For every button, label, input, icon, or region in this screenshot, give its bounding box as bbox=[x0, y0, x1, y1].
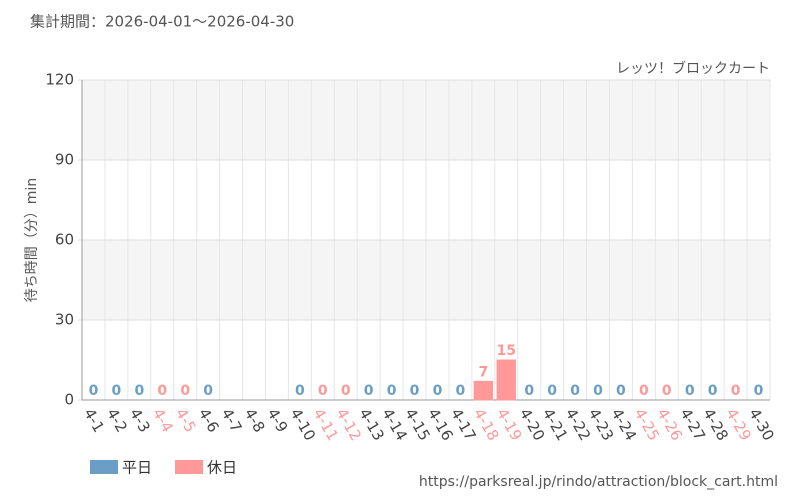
data-label: 0 bbox=[295, 383, 305, 399]
data-label: 0 bbox=[639, 383, 649, 399]
data-label: 0 bbox=[433, 383, 443, 399]
data-label: 0 bbox=[547, 383, 557, 399]
chart-subtitle: レッツ！ブロックカート bbox=[616, 60, 770, 77]
y-tick-label: 90 bbox=[55, 151, 74, 169]
y-tick-label: 60 bbox=[55, 231, 74, 249]
data-label: 0 bbox=[364, 383, 374, 399]
data-label: 0 bbox=[89, 383, 99, 399]
data-label: 0 bbox=[203, 383, 213, 399]
y-tick-label: 30 bbox=[55, 311, 74, 329]
x-tick-label: 4-5 bbox=[172, 405, 200, 435]
legend-swatch bbox=[175, 460, 203, 474]
legend-swatch bbox=[90, 460, 118, 474]
data-label: 0 bbox=[134, 383, 144, 399]
data-label: 0 bbox=[524, 383, 534, 399]
x-tick-label: 4-8 bbox=[241, 405, 269, 435]
chart-title: 集計期間：2026-04-01～2026-04-30 bbox=[30, 13, 294, 31]
y-tick-label: 120 bbox=[45, 71, 74, 89]
y-axis-label: 待ち時間（分）min bbox=[24, 178, 40, 302]
data-label: 0 bbox=[685, 383, 695, 399]
x-tick-label: 4-9 bbox=[264, 405, 292, 435]
data-label: 0 bbox=[180, 383, 190, 399]
x-tick-label: 4-2 bbox=[103, 405, 131, 435]
data-label: 15 bbox=[497, 343, 516, 359]
data-label: 0 bbox=[318, 383, 328, 399]
legend-label: 平日 bbox=[122, 459, 152, 477]
y-tick-label: 0 bbox=[64, 391, 74, 409]
data-label: 0 bbox=[410, 383, 420, 399]
x-tick-label: 4-3 bbox=[126, 405, 154, 435]
data-label: 0 bbox=[708, 383, 718, 399]
data-label: 0 bbox=[157, 383, 167, 399]
data-label: 0 bbox=[731, 383, 741, 399]
data-label: 0 bbox=[387, 383, 397, 399]
bar bbox=[496, 359, 516, 401]
x-tick-label: 4-6 bbox=[195, 405, 223, 435]
x-tick-label: 4-4 bbox=[149, 405, 177, 435]
data-label: 0 bbox=[341, 383, 351, 399]
data-label: 0 bbox=[754, 383, 764, 399]
data-label: 0 bbox=[456, 383, 466, 399]
x-tick-label: 4-7 bbox=[218, 405, 246, 435]
legend-label: 休日 bbox=[207, 459, 237, 477]
data-label: 7 bbox=[478, 364, 488, 380]
data-label: 0 bbox=[112, 383, 122, 399]
data-label: 0 bbox=[593, 383, 603, 399]
bar bbox=[473, 380, 494, 401]
x-tick-label: 4-1 bbox=[80, 405, 108, 435]
source-url: https://parksreal.jp/rindo/attraction/bl… bbox=[419, 474, 778, 490]
data-label: 0 bbox=[662, 383, 672, 399]
data-label: 0 bbox=[616, 383, 626, 399]
data-label: 0 bbox=[570, 383, 580, 399]
